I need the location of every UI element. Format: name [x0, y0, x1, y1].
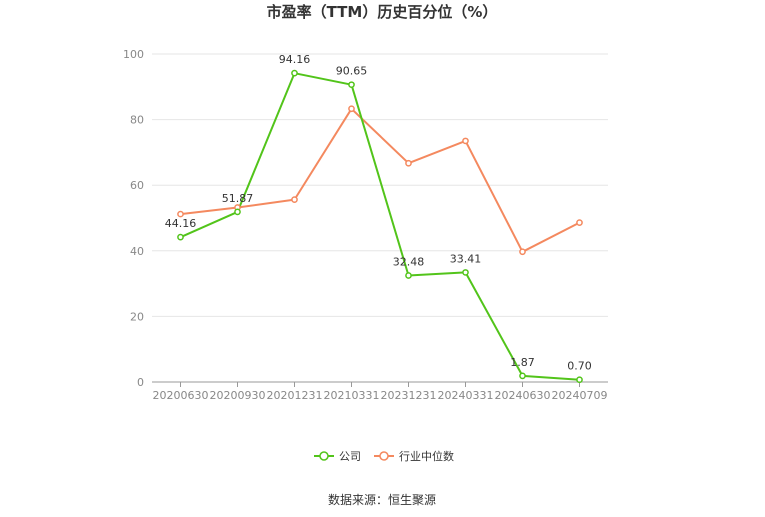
legend-label: 公司: [339, 450, 361, 463]
y-tick-label: 100: [123, 48, 144, 61]
data-label: 90.65: [336, 65, 368, 78]
data-label: 32.48: [393, 255, 425, 268]
series-line: [180, 72, 580, 381]
data-point: [177, 210, 184, 218]
x-tick-label: 20210331: [324, 389, 380, 402]
x-tick-label: 20240331: [438, 389, 494, 402]
data-point: [348, 81, 355, 89]
legend-item[interactable]: 行业中位数: [374, 449, 454, 463]
x-tick-label: 20240709: [552, 389, 608, 402]
legend-item[interactable]: 公司: [314, 450, 361, 463]
series-lines: [180, 72, 580, 381]
data-point: [405, 159, 412, 167]
series-points: [177, 69, 583, 384]
data-point: [576, 376, 583, 384]
data-label: 51.87: [222, 192, 254, 205]
data-labels: 44.16 51.87 94.16 90.65 32.48 33.41 1.87 0.70: [165, 53, 592, 373]
data-label: 44.16: [165, 217, 197, 230]
x-tick-label: 20231231: [381, 389, 437, 402]
data-point: [348, 105, 355, 113]
data-point: [576, 219, 583, 226]
legend-marker: [379, 451, 389, 461]
gridlines: [152, 53, 608, 317]
data-point: [177, 233, 184, 241]
source-text: 数据来源：恒生聚源: [328, 492, 436, 507]
data-point: [234, 208, 241, 216]
chart-title: 市盈率（TTM）历史百分位（%）: [267, 3, 498, 21]
data-point: [291, 69, 298, 77]
x-tick-label: 20200930: [210, 389, 266, 402]
y-axis: 0 20 40 60 80 100: [123, 48, 144, 389]
data-point: [519, 248, 526, 256]
legend[interactable]: 公司 行业中位数: [314, 449, 454, 463]
y-tick-label: 60: [130, 179, 144, 192]
x-tick-label: 20201231: [267, 389, 323, 402]
data-point: [405, 272, 412, 279]
x-tick-label: 20240630: [495, 389, 551, 402]
series-line: [180, 107, 580, 253]
legend-marker: [319, 451, 329, 461]
data-point: [462, 137, 469, 145]
legend-label: 行业中位数: [399, 449, 454, 463]
x-axis: 20200630 20200930 20201231 20210331 20231231…: [152, 381, 608, 402]
data-label: 33.41: [450, 252, 482, 265]
data-point: [519, 372, 526, 380]
data-point: [291, 196, 298, 203]
y-tick-label: 80: [130, 114, 144, 127]
data-label: 1.87: [510, 356, 535, 369]
data-label: 94.16: [279, 53, 311, 66]
y-tick-label: 20: [130, 310, 144, 323]
data-point: [462, 269, 469, 276]
data-label: 0.70: [567, 360, 592, 373]
y-tick-label: 0: [137, 376, 144, 389]
y-tick-label: 40: [130, 245, 144, 258]
x-tick-label: 20200630: [153, 389, 209, 402]
